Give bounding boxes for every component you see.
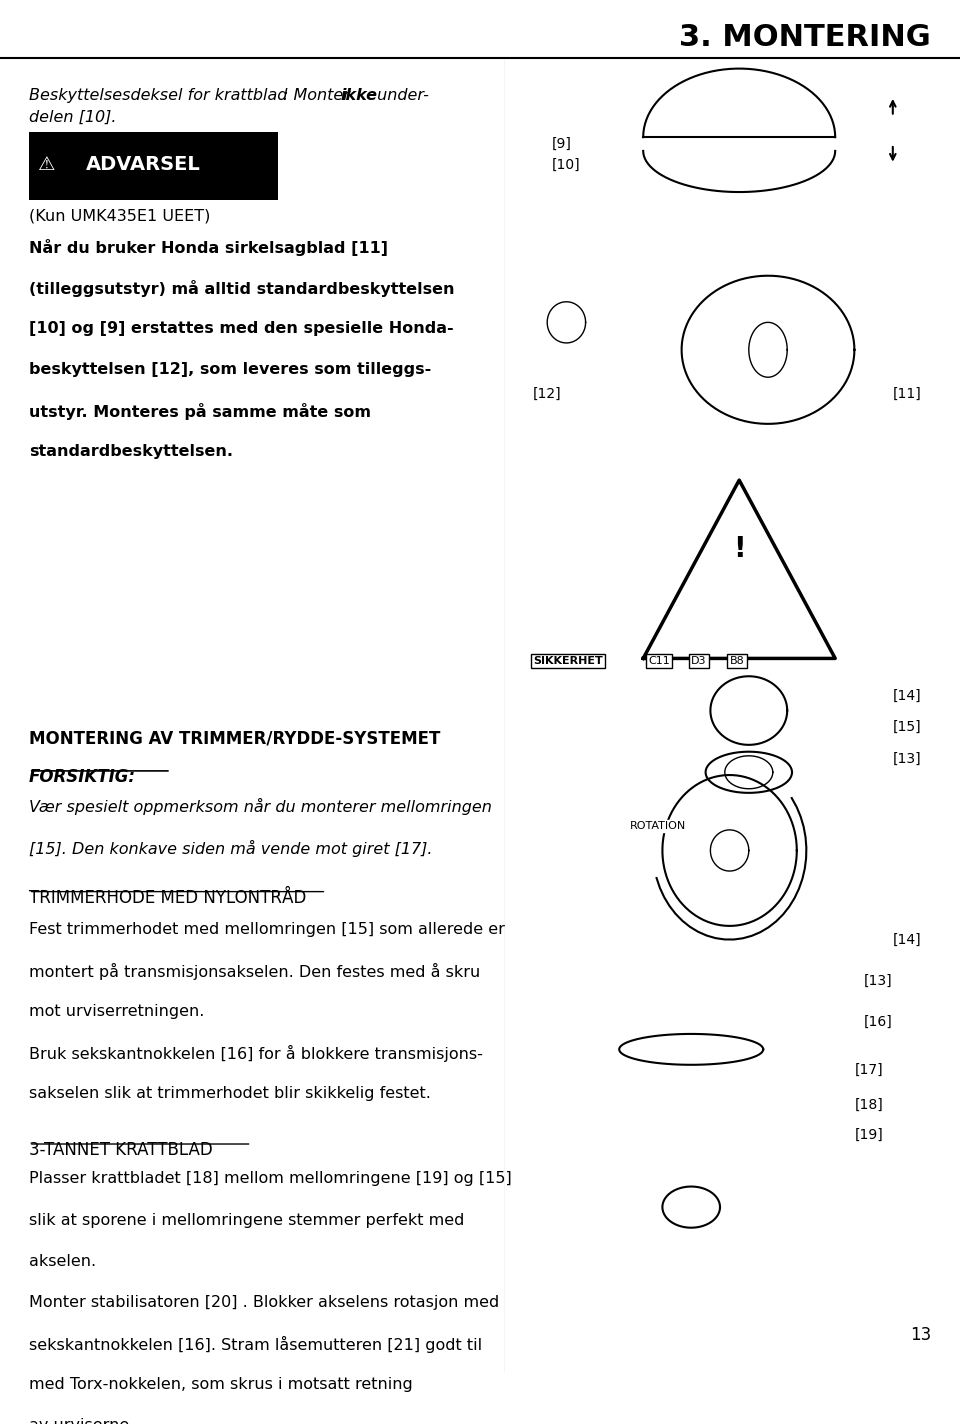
- Text: SIKKERHET: SIKKERHET: [533, 656, 603, 666]
- Text: slik at sporene i mellomringene stemmer perfekt med: slik at sporene i mellomringene stemmer …: [29, 1213, 465, 1227]
- Text: TRIMMERHODE MED NYLONTRÅD: TRIMMERHODE MED NYLONTRÅD: [29, 889, 306, 907]
- Text: montert på transmisjonsakselen. Den festes med å skru: montert på transmisjonsakselen. Den fest…: [29, 963, 480, 980]
- Text: 3-TANNET KRATTBLAD: 3-TANNET KRATTBLAD: [29, 1141, 212, 1159]
- Text: C11: C11: [648, 656, 670, 666]
- Text: [18]: [18]: [854, 1098, 883, 1111]
- Text: [9]: [9]: [552, 137, 572, 151]
- Text: !: !: [732, 534, 746, 562]
- Text: Bruk sekskantnokkelen [16] for å blokkere transmisjons-: Bruk sekskantnokkelen [16] for å blokker…: [29, 1045, 483, 1062]
- Text: MONTERING AV TRIMMER/RYDDE-SYSTEMET: MONTERING AV TRIMMER/RYDDE-SYSTEMET: [29, 729, 441, 748]
- Text: utstyr. Monteres på samme måte som: utstyr. Monteres på samme måte som: [29, 403, 371, 420]
- Text: D3: D3: [691, 656, 707, 666]
- Text: Vær spesielt oppmerksom når du monterer mellomringen: Vær spesielt oppmerksom når du monterer …: [29, 799, 492, 816]
- Text: [16]: [16]: [864, 1015, 893, 1030]
- Text: 13: 13: [910, 1326, 931, 1344]
- Text: sekskantnokkelen [16]. Stram låsemutteren [21] godt til: sekskantnokkelen [16]. Stram låsemuttere…: [29, 1336, 482, 1353]
- Text: [11]: [11]: [893, 387, 922, 400]
- Text: ⚠: ⚠: [38, 155, 56, 174]
- Text: (Kun UMK435E1 UEET): (Kun UMK435E1 UEET): [29, 208, 210, 224]
- Text: under-: under-: [372, 88, 429, 103]
- Text: [10] og [9] erstattes med den spesielle Honda-: [10] og [9] erstattes med den spesielle …: [29, 320, 453, 336]
- Text: [12]: [12]: [533, 387, 562, 400]
- Text: beskyttelsen [12], som leveres som tilleggs-: beskyttelsen [12], som leveres som tille…: [29, 362, 431, 377]
- Text: ROTATION: ROTATION: [630, 820, 685, 830]
- Text: akselen.: akselen.: [29, 1253, 96, 1269]
- Text: [10]: [10]: [552, 158, 581, 172]
- Text: ADVARSEL: ADVARSEL: [86, 155, 202, 174]
- Text: B8: B8: [730, 656, 744, 666]
- Text: ikke: ikke: [341, 88, 378, 103]
- Text: [15]: [15]: [893, 721, 922, 735]
- Text: delen [10].: delen [10].: [29, 110, 116, 125]
- Text: [19]: [19]: [854, 1128, 883, 1142]
- Text: [14]: [14]: [893, 689, 922, 702]
- Text: FORSIKTIG:: FORSIKTIG:: [29, 768, 135, 786]
- Text: (tilleggsutstyr) må alltid standardbeskyttelsen: (tilleggsutstyr) må alltid standardbesky…: [29, 281, 454, 296]
- Text: Fest trimmerhodet med mellomringen [15] som allerede er: Fest trimmerhodet med mellomringen [15] …: [29, 921, 505, 937]
- Text: [13]: [13]: [864, 974, 893, 988]
- Text: Når du bruker Honda sirkelsagblad [11]: Når du bruker Honda sirkelsagblad [11]: [29, 239, 388, 256]
- Text: mot urviserretningen.: mot urviserretningen.: [29, 1004, 204, 1020]
- Text: Beskyttelsesdeksel for krattblad: Beskyttelsesdeksel for krattblad: [29, 88, 287, 103]
- Text: sakselen slik at trimmerhodet blir skikkelig festet.: sakselen slik at trimmerhodet blir skikk…: [29, 1087, 431, 1101]
- Text: med Torx-nokkelen, som skrus i motsatt retning: med Torx-nokkelen, som skrus i motsatt r…: [29, 1377, 413, 1393]
- Text: [17]: [17]: [854, 1064, 883, 1077]
- Text: : Monter: : Monter: [283, 88, 355, 103]
- Text: 3. MONTERING: 3. MONTERING: [680, 23, 931, 53]
- Text: standardbeskyttelsen.: standardbeskyttelsen.: [29, 444, 233, 460]
- Text: av urviserne.: av urviserne.: [29, 1418, 134, 1424]
- Text: Monter stabilisatoren [20] . Blokker akselens rotasjon med: Monter stabilisatoren [20] . Blokker aks…: [29, 1294, 499, 1310]
- Text: [15]. Den konkave siden må vende mot giret [17].: [15]. Den konkave siden må vende mot gir…: [29, 840, 432, 856]
- Text: Plasser krattbladet [18] mellom mellomringene [19] og [15]: Plasser krattbladet [18] mellom mellomri…: [29, 1172, 512, 1186]
- Text: [14]: [14]: [893, 933, 922, 947]
- Text: [13]: [13]: [893, 752, 922, 766]
- FancyBboxPatch shape: [29, 131, 278, 201]
